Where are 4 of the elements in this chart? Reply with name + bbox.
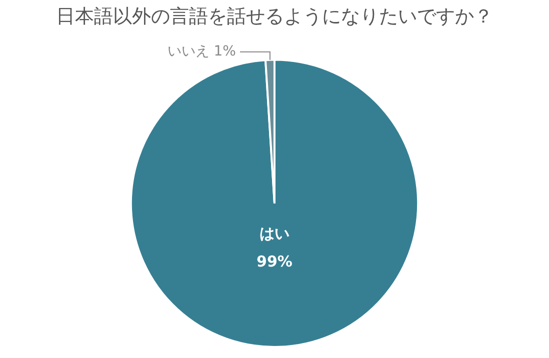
slice-label: はい	[260, 224, 290, 242]
slice-label: いいえ 1%	[167, 44, 236, 60]
data-label: 99%	[256, 252, 292, 270]
chart-title: 日本語以外の言語を話せるようになりたいですか？	[56, 5, 493, 28]
